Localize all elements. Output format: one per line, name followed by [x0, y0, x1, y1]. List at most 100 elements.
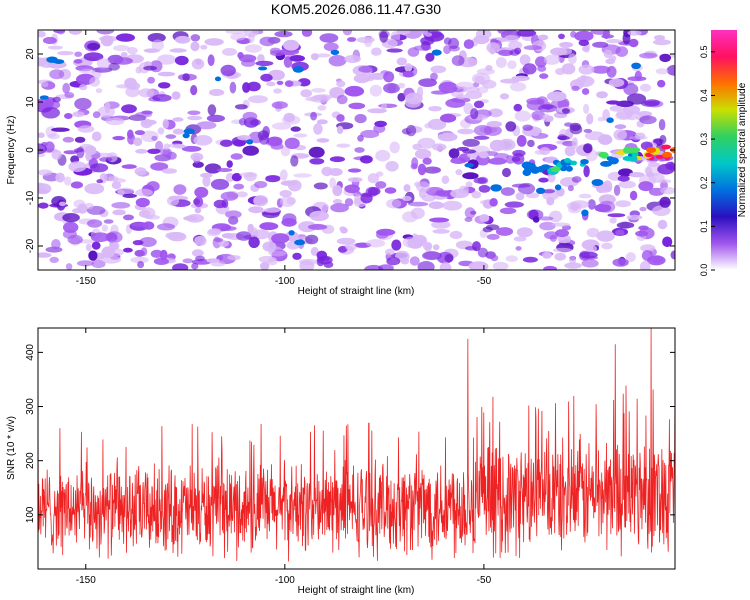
spectrogram-cell — [135, 197, 150, 208]
spectrogram-cell — [233, 183, 245, 190]
spectrogram-cell — [559, 41, 574, 48]
y-tick-label: 300 — [25, 398, 36, 415]
spectrogram-cell — [38, 183, 52, 195]
spectrogram-cell — [509, 82, 527, 92]
spectrogram-cell — [152, 94, 172, 102]
spectrogram-cell — [187, 115, 203, 121]
spectrogram-cell — [103, 219, 114, 224]
spectrogram-cell — [606, 65, 617, 78]
spectrogram-cell — [142, 221, 155, 230]
spectrogram-cell — [462, 149, 477, 154]
spectrogram-cell — [651, 255, 664, 264]
spectrogram-cell — [242, 145, 259, 156]
spectrogram-cell — [73, 148, 84, 153]
spectrogram-cell — [146, 181, 160, 192]
spectrogram-cell — [441, 175, 450, 184]
spectrogram-cell — [403, 184, 411, 192]
spectrogram-cell — [105, 117, 125, 126]
spectrogram-cell — [342, 30, 353, 36]
spectrogram-cell — [213, 199, 227, 209]
y-tick-label: 20 — [25, 48, 36, 60]
spectrogram-cell — [653, 39, 671, 46]
spectrogram-cell — [151, 39, 164, 51]
spectrogram-cell — [49, 69, 65, 80]
spectrogram-cell — [254, 181, 268, 189]
spectrogram-cell — [192, 249, 204, 257]
spectrogram-cell — [578, 39, 590, 47]
spectrogram-cell — [190, 41, 200, 52]
signal-point — [580, 159, 589, 165]
spectrogram-cell — [283, 39, 300, 51]
spectrogram-cell — [200, 172, 213, 178]
spectrogram-cell — [586, 227, 600, 238]
spectrogram-cell — [155, 140, 164, 152]
spectrogram-cell — [336, 80, 346, 88]
y-tick-label: 400 — [25, 344, 36, 361]
spectrogram-cell — [83, 52, 104, 62]
spectrogram-cell — [237, 52, 244, 59]
spectrogram-cell — [515, 192, 525, 201]
spectrogram-cell — [569, 256, 577, 265]
spectrogram-cell — [375, 149, 391, 162]
spectrogram-cell — [505, 255, 518, 262]
spectrogram-cell — [575, 75, 595, 87]
spectrogram-cell — [486, 233, 500, 240]
spectrogram-cell — [613, 184, 621, 196]
spectrogram-cell — [329, 177, 336, 189]
spectrogram-cell — [513, 103, 523, 112]
spectrogram-cell — [666, 64, 675, 76]
spectrogram-cell — [91, 241, 101, 250]
spectrogram-cell — [190, 152, 204, 162]
spectrogram-cell — [225, 172, 235, 182]
y-tick-label: -10 — [25, 190, 36, 205]
spectrogram-cell — [578, 64, 595, 75]
spectrogram-cell — [596, 230, 615, 242]
spectrogram-cell — [281, 217, 297, 227]
spectrogram-cell — [579, 251, 598, 259]
spectrogram-cell — [665, 161, 675, 170]
spectrogram-cell — [147, 148, 161, 154]
spectrogram-cell — [310, 246, 319, 256]
spectrogram-cell — [210, 178, 230, 190]
spectrogram-cell — [383, 71, 395, 83]
spectrogram-cell — [112, 136, 125, 141]
x-tick-label: -50 — [477, 276, 492, 287]
spectrogram-cell — [397, 92, 406, 102]
signal-point — [564, 158, 571, 163]
spectrogram-cell — [65, 263, 73, 270]
spectrogram-cell — [404, 63, 413, 72]
signal-track — [521, 144, 675, 177]
spectrogram-cell — [639, 260, 651, 270]
spectrogram-cell — [134, 249, 145, 257]
spectrogram-cell — [659, 134, 667, 145]
signal-peak — [598, 151, 609, 158]
spectrogram-cell — [629, 190, 638, 201]
spectrogram-hotspot — [39, 95, 49, 100]
spectrogram-cell — [369, 84, 382, 97]
spectrogram-cell — [571, 176, 582, 183]
spectrogram-cell — [332, 198, 343, 205]
spectrogram-cell — [357, 134, 364, 142]
spectrogram-cell — [104, 101, 111, 114]
snr-y-axis: 100 200 300 400 — [25, 344, 675, 523]
spectrogram-cell — [41, 81, 49, 88]
spectrogram-cell — [375, 181, 387, 189]
spectrogram-cell — [606, 100, 621, 105]
spectrogram-cell — [121, 164, 137, 169]
spectrogram-cell — [79, 84, 88, 91]
spectrogram-cell — [616, 221, 635, 229]
spectrogram-cell — [130, 256, 149, 264]
spectrogram-cell — [400, 257, 410, 265]
spectrogram-cell — [307, 224, 328, 230]
spectrogram-cell — [101, 255, 122, 264]
spectrogram-cell — [120, 52, 128, 58]
spectrogram-cell — [432, 244, 440, 251]
spectrogram-cell — [89, 76, 100, 87]
spectrogram-cell — [96, 179, 103, 184]
spectrogram-cell — [418, 78, 437, 87]
spectrogram-cell — [344, 184, 360, 194]
spectrogram-cell — [513, 236, 527, 242]
spectrogram-cell — [323, 42, 339, 52]
spectrogram-cell — [206, 258, 220, 263]
